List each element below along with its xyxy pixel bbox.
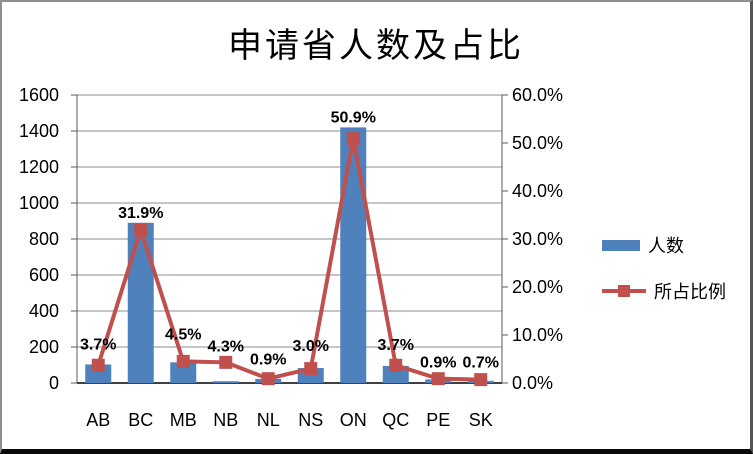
data-label: 0.9%	[250, 352, 286, 369]
line-marker-AB	[91, 358, 105, 372]
x-axis-category-label: SK	[469, 410, 493, 430]
legend-item-people-count: 人数	[602, 232, 726, 258]
chart-title: 申请省人数及占比	[228, 26, 524, 66]
x-axis-category-label: PE	[426, 410, 450, 430]
y2-axis-tick-label: 60.0%	[512, 85, 563, 105]
line-marker-NB	[219, 355, 233, 369]
line-marker-BC	[134, 223, 148, 237]
data-label: 4.3%	[208, 338, 244, 355]
legend: 人数 所占比例	[602, 232, 726, 304]
data-label: 3.7%	[80, 336, 116, 353]
y-axis-tick-label: 1200	[19, 157, 59, 177]
bar-NB	[212, 381, 239, 383]
y-axis-tick-label: 0	[49, 373, 59, 393]
legend-label-people-count: 人数	[648, 236, 684, 256]
line-marker-QC	[389, 358, 403, 372]
y-axis-tick-label: 1600	[19, 85, 59, 105]
bar-series-swatch-icon	[602, 239, 640, 251]
line-marker-NS	[304, 362, 318, 376]
bar-BC	[127, 222, 154, 383]
x-axis-category-label: NS	[298, 410, 323, 430]
legend-label-proportion: 所占比例	[654, 282, 726, 302]
y-axis-tick-label: 1400	[19, 121, 59, 141]
line-marker-NL	[261, 372, 275, 386]
data-label: 50.9%	[331, 109, 376, 126]
y-axis-tick-label: 400	[29, 301, 59, 321]
y2-axis-tick-label: 20.0%	[512, 277, 563, 297]
x-axis-category-label: ON	[340, 410, 367, 430]
data-label: 31.9%	[118, 205, 163, 222]
line-marker-ON	[346, 132, 360, 146]
y2-axis-tick-label: 10.0%	[512, 325, 563, 345]
data-label: 4.5%	[165, 326, 201, 343]
data-label: 0.7%	[463, 355, 499, 372]
x-axis-category-label: NB	[213, 410, 238, 430]
y2-axis-tick-label: 40.0%	[512, 181, 563, 201]
y2-axis-tick-label: 50.0%	[512, 133, 563, 153]
y2-axis-tick-label: 0.0%	[512, 373, 553, 393]
line-marker-MB	[176, 354, 190, 368]
y-axis-tick-label: 1000	[19, 193, 59, 213]
y2-axis-tick-label: 30.0%	[512, 229, 563, 249]
y-axis-tick-label: 200	[29, 337, 59, 357]
line-marker-PE	[431, 372, 445, 386]
y-axis-tick-label: 800	[29, 229, 59, 249]
x-axis-category-label: NL	[257, 410, 280, 430]
x-axis-category-label: MB	[170, 410, 197, 430]
line-marker-SK	[474, 373, 488, 387]
proportion-line	[96, 136, 481, 382]
x-axis-category-label: QC	[382, 410, 409, 430]
data-label: 3.7%	[378, 337, 414, 354]
line-series-swatch-icon	[602, 284, 646, 298]
data-label: 3.0%	[293, 338, 329, 355]
x-axis-category-label: AB	[86, 410, 110, 430]
data-label: 0.9%	[420, 355, 456, 372]
legend-item-proportion: 所占比例	[602, 278, 726, 304]
line-swatch-marker-icon	[618, 285, 630, 297]
x-axis-category-label: BC	[128, 410, 153, 430]
y-axis-tick-label: 600	[29, 265, 59, 285]
bar-ON	[340, 127, 367, 384]
